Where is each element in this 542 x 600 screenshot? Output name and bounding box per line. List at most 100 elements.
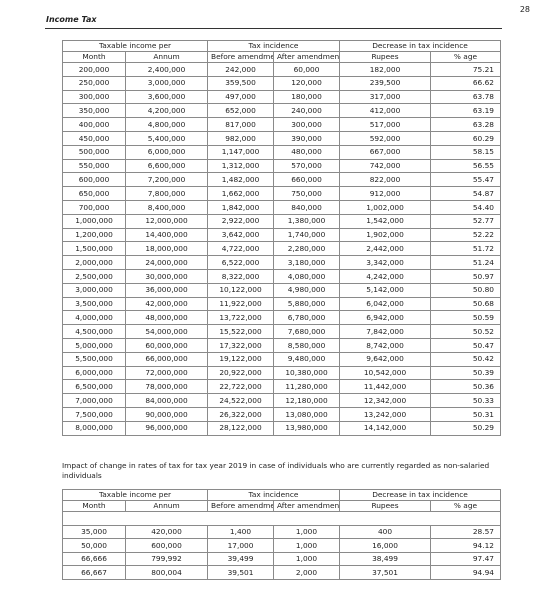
month-cell: 7,500,000 xyxy=(62,406,126,422)
annum-cell: 3,600,000 xyxy=(125,89,208,105)
rupees-cell: 517,000 xyxy=(339,117,431,132)
header-annum: Annum xyxy=(125,500,208,512)
percent-cell: 55.47 xyxy=(430,172,501,188)
annum-cell: 7,200,000 xyxy=(125,172,208,188)
annum-cell: 6,000,000 xyxy=(125,144,208,160)
table-row: 5,000,000 60,000,000 17,322,000 8,580,000 8,… xyxy=(62,337,501,353)
table-row: 700,000 8,400,000 1,842,000 840,000 1,002,00… xyxy=(62,199,501,215)
before-amendment-cell: 19,122,000 xyxy=(207,351,274,367)
rupees-cell: 7,842,000 xyxy=(339,324,431,339)
rupees-cell: 12,342,000 xyxy=(339,393,431,408)
after-amendment-cell: 9,480,000 xyxy=(273,351,340,367)
month-cell: 350,000 xyxy=(62,103,126,119)
spacer-cell xyxy=(62,511,501,526)
header-tax-incidence: Tax incidence xyxy=(207,40,340,52)
after-amendment-cell: 1,740,000 xyxy=(273,227,340,243)
percent-cell: 52.77 xyxy=(430,213,501,229)
annum-cell: 8,400,000 xyxy=(125,199,208,215)
after-amendment-cell: 4,080,000 xyxy=(273,268,340,284)
annum-cell: 54,000,000 xyxy=(125,324,208,339)
table-row: 66,667 800,004 39,501 2,000 37,501 94.94 xyxy=(62,565,501,580)
before-amendment-cell: 10,122,000 xyxy=(207,282,274,298)
percent-cell: 50.52 xyxy=(430,324,501,339)
rupees-cell: 667,000 xyxy=(339,144,431,160)
percent-cell: 63.78 xyxy=(430,89,501,105)
percent-cell: 54.40 xyxy=(430,199,501,215)
month-cell: 4,500,000 xyxy=(62,324,126,339)
annum-cell: 4,200,000 xyxy=(125,103,208,119)
before-amendment-cell: 1,482,000 xyxy=(207,172,274,188)
before-amendment-cell: 3,642,000 xyxy=(207,227,274,243)
table-row: 35,000 420,000 1,400 1,000 400 28.57 xyxy=(62,524,501,539)
table-row: 4,000,000 48,000,000 13,722,000 6,780,000 6,… xyxy=(62,310,501,326)
rupees-cell: 592,000 xyxy=(339,130,431,146)
rupees-cell: 2,442,000 xyxy=(339,241,431,257)
annum-cell: 12,000,000 xyxy=(125,213,208,229)
annum-cell: 60,000,000 xyxy=(125,337,208,353)
percent-cell: 63.19 xyxy=(430,103,501,119)
month-cell: 1,200,000 xyxy=(62,227,126,243)
before-amendment-cell: 39,501 xyxy=(207,565,274,580)
after-amendment-cell: 750,000 xyxy=(273,186,340,201)
header-rupees: Rupees xyxy=(339,51,431,63)
rupees-cell: 317,000 xyxy=(339,89,431,105)
before-amendment-cell: 1,312,000 xyxy=(207,158,274,174)
percent-cell: 50.47 xyxy=(430,337,501,353)
annum-cell: 4,800,000 xyxy=(125,117,208,132)
table-row: 600,000 7,200,000 1,482,000 660,000 822,000 5… xyxy=(62,172,501,188)
header-tax-incidence: Tax incidence xyxy=(207,489,340,501)
month-cell: 400,000 xyxy=(62,117,126,132)
after-amendment-cell: 6,780,000 xyxy=(273,310,340,326)
tax-incidence-table: Taxable income per Tax incidence Decreas… xyxy=(62,40,501,436)
percent-cell: 66.62 xyxy=(430,75,501,91)
month-cell: 7,000,000 xyxy=(62,393,126,408)
annum-cell: 6,600,000 xyxy=(125,158,208,174)
after-amendment-cell: 3,180,000 xyxy=(273,255,340,270)
rupees-cell: 4,242,000 xyxy=(339,268,431,284)
table-row: 6,000,000 72,000,000 20,922,000 10,380,000 1… xyxy=(62,365,501,381)
percent-cell: 58.15 xyxy=(430,144,501,160)
header-taxable-income: Taxable income per xyxy=(62,40,208,52)
before-amendment-cell: 1,400 xyxy=(207,524,274,539)
before-amendment-cell: 497,000 xyxy=(207,89,274,105)
table-row: 4,500,000 54,000,000 15,522,000 7,680,000 7,… xyxy=(62,324,501,339)
percent-cell: 52.22 xyxy=(430,227,501,243)
before-amendment-cell: 242,000 xyxy=(207,62,274,77)
before-amendment-cell: 652,000 xyxy=(207,103,274,119)
before-amendment-cell: 359,500 xyxy=(207,75,274,91)
before-amendment-cell: 11,922,000 xyxy=(207,296,274,312)
before-amendment-cell: 28,122,000 xyxy=(207,420,274,436)
annum-cell: 90,000,000 xyxy=(125,406,208,422)
rupees-cell: 6,042,000 xyxy=(339,296,431,312)
non-salaried-table: Taxable income per Tax incidence Decreas… xyxy=(62,489,501,580)
annum-cell: 24,000,000 xyxy=(125,255,208,270)
table-row: 3,500,000 42,000,000 11,922,000 5,880,000 6,… xyxy=(62,296,501,312)
header-rule xyxy=(45,28,502,29)
month-cell: 3,500,000 xyxy=(62,296,126,312)
month-cell: 250,000 xyxy=(62,75,126,91)
table-row: 5,500,000 66,000,000 19,122,000 9,480,000 9,… xyxy=(62,351,501,367)
header-after-amendment: After amendment xyxy=(273,500,340,512)
table-row: 66,666 799,992 39,499 1,000 38,499 97.47 xyxy=(62,551,501,566)
after-amendment-cell: 570,000 xyxy=(273,158,340,174)
month-cell: 1,000,000 xyxy=(62,213,126,229)
percent-cell: 63.28 xyxy=(430,117,501,132)
month-cell: 35,000 xyxy=(62,524,126,539)
rupees-cell: 13,242,000 xyxy=(339,406,431,422)
annum-cell: 42,000,000 xyxy=(125,296,208,312)
after-amendment-cell: 180,000 xyxy=(273,89,340,105)
page-number: 28 xyxy=(519,5,530,14)
annum-cell: 78,000,000 xyxy=(125,379,208,395)
annum-cell: 799,992 xyxy=(125,551,208,566)
header-taxable-income: Taxable income per xyxy=(62,489,208,501)
rupees-cell: 239,500 xyxy=(339,75,431,91)
after-amendment-cell: 660,000 xyxy=(273,172,340,188)
table-body: 200,000 2,400,000 242,000 60,000 182,000 75.2… xyxy=(62,62,501,436)
annum-cell: 3,000,000 xyxy=(125,75,208,91)
section-title: Income Tax xyxy=(46,15,97,24)
header-annum: Annum xyxy=(125,51,208,63)
rupees-cell: 8,742,000 xyxy=(339,337,431,353)
before-amendment-cell: 2,922,000 xyxy=(207,213,274,229)
rupees-cell: 14,142,000 xyxy=(339,420,431,436)
table-row: 6,500,000 78,000,000 22,722,000 11,280,000 1… xyxy=(62,379,501,395)
